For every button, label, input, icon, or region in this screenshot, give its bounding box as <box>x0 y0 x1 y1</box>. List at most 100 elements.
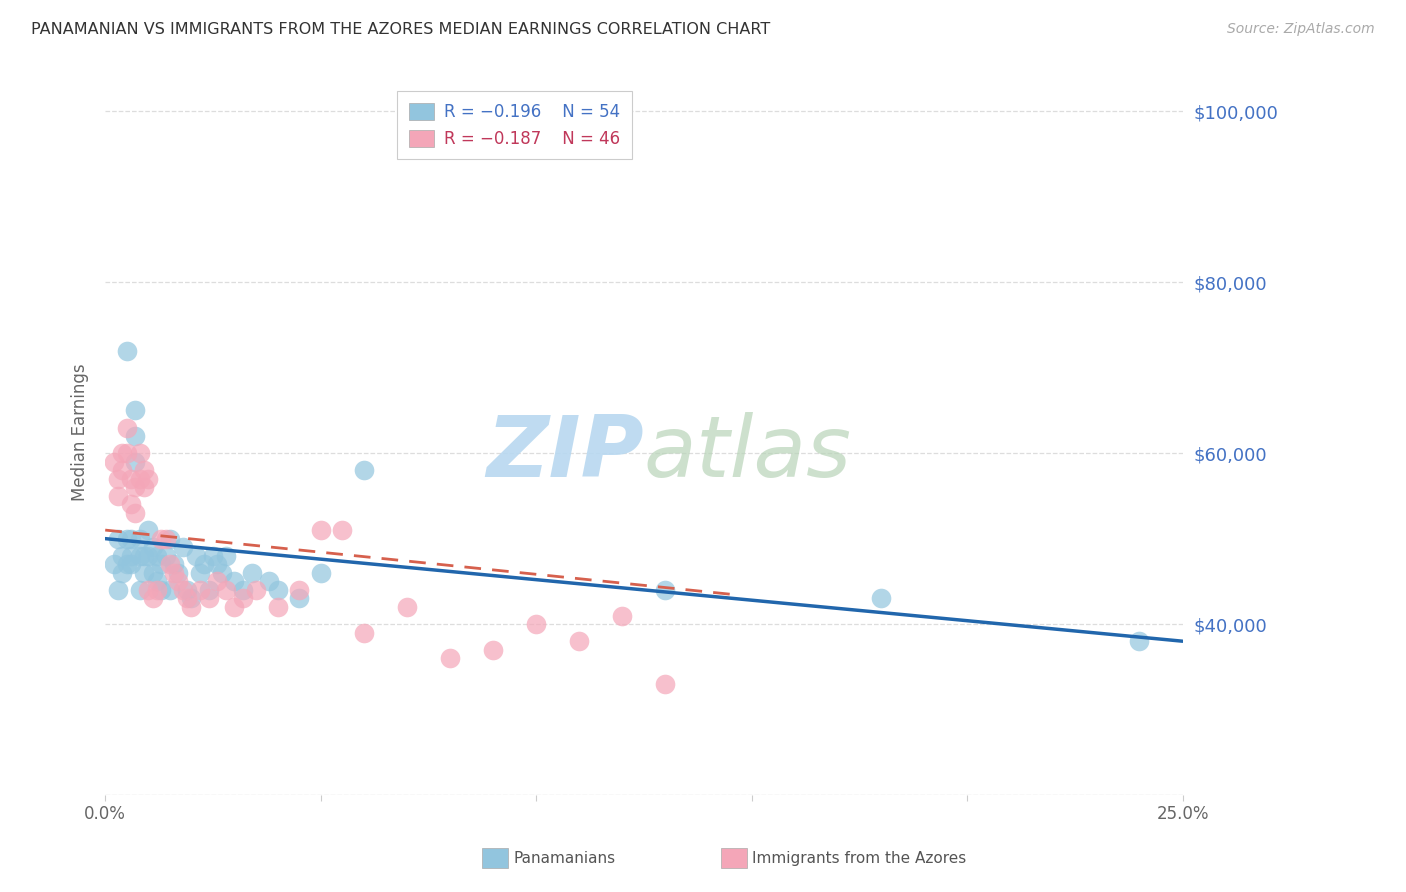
Point <box>395 600 418 615</box>
Point <box>120 558 142 572</box>
Point <box>115 532 138 546</box>
Point <box>150 532 173 546</box>
Point <box>167 566 190 580</box>
Point <box>309 523 332 537</box>
Point <box>207 574 229 589</box>
Point <box>188 582 211 597</box>
Point <box>163 558 186 572</box>
Point <box>654 582 676 597</box>
Point <box>115 558 138 572</box>
Point <box>1128 634 1150 648</box>
Point <box>115 446 138 460</box>
Point <box>353 625 375 640</box>
Point <box>142 566 165 580</box>
Point <box>245 582 267 597</box>
Point <box>309 566 332 580</box>
Point <box>870 591 893 606</box>
Point <box>654 677 676 691</box>
Point <box>107 532 129 546</box>
Point <box>132 480 155 494</box>
Point <box>111 463 134 477</box>
Point <box>136 549 159 563</box>
Point <box>107 582 129 597</box>
Point <box>103 455 125 469</box>
Point <box>257 574 280 589</box>
Point <box>439 651 461 665</box>
Point <box>266 600 288 615</box>
Point <box>163 566 186 580</box>
Point <box>142 540 165 554</box>
Legend: R = −0.196    N = 54, R = −0.187    N = 46: R = −0.196 N = 54, R = −0.187 N = 46 <box>398 91 631 160</box>
Point <box>120 532 142 546</box>
Text: PANAMANIAN VS IMMIGRANTS FROM THE AZORES MEDIAN EARNINGS CORRELATION CHART: PANAMANIAN VS IMMIGRANTS FROM THE AZORES… <box>31 22 770 37</box>
Point <box>232 591 254 606</box>
Text: ZIP: ZIP <box>486 412 644 495</box>
Point <box>155 549 177 563</box>
Point <box>172 582 194 597</box>
Point <box>524 617 547 632</box>
Text: Source: ZipAtlas.com: Source: ZipAtlas.com <box>1227 22 1375 37</box>
Point <box>167 574 190 589</box>
Point <box>115 343 138 358</box>
Point <box>193 558 215 572</box>
Text: Immigrants from the Azores: Immigrants from the Azores <box>752 851 966 865</box>
Point <box>128 472 150 486</box>
Point <box>150 582 173 597</box>
Point <box>128 549 150 563</box>
Point <box>146 549 169 563</box>
Point <box>232 582 254 597</box>
Point <box>146 574 169 589</box>
Point <box>142 591 165 606</box>
Point <box>128 446 150 460</box>
Point <box>111 566 134 580</box>
Point <box>568 634 591 648</box>
Point <box>224 574 246 589</box>
Point <box>136 472 159 486</box>
Point <box>128 532 150 546</box>
Point <box>184 549 207 563</box>
Point <box>207 558 229 572</box>
Point <box>132 549 155 563</box>
Point <box>240 566 263 580</box>
Point <box>115 420 138 434</box>
Point <box>107 489 129 503</box>
Point <box>266 582 288 597</box>
Point <box>215 582 238 597</box>
Point <box>176 591 198 606</box>
Point <box>180 600 202 615</box>
Y-axis label: Median Earnings: Median Earnings <box>72 363 89 500</box>
Point <box>215 549 238 563</box>
Point <box>612 608 634 623</box>
Point <box>159 532 181 546</box>
Point <box>201 549 224 563</box>
Point <box>132 566 155 580</box>
Point <box>124 429 146 443</box>
Point <box>120 472 142 486</box>
Point <box>211 566 233 580</box>
Point <box>172 540 194 554</box>
Point <box>124 403 146 417</box>
Point <box>353 463 375 477</box>
Point <box>197 591 219 606</box>
Point <box>124 506 146 520</box>
Point <box>288 582 311 597</box>
Point <box>188 566 211 580</box>
Text: Panamanians: Panamanians <box>513 851 616 865</box>
Point <box>103 558 125 572</box>
Text: atlas: atlas <box>644 412 852 495</box>
Point <box>124 455 146 469</box>
Point <box>132 463 155 477</box>
Point <box>111 549 134 563</box>
Point <box>176 582 198 597</box>
Point <box>330 523 353 537</box>
Point <box>150 558 173 572</box>
Point <box>146 582 169 597</box>
Point <box>120 549 142 563</box>
Point <box>159 582 181 597</box>
Point <box>180 591 202 606</box>
Point <box>288 591 311 606</box>
Point <box>155 532 177 546</box>
Point <box>482 642 505 657</box>
Point <box>136 523 159 537</box>
Point <box>224 600 246 615</box>
